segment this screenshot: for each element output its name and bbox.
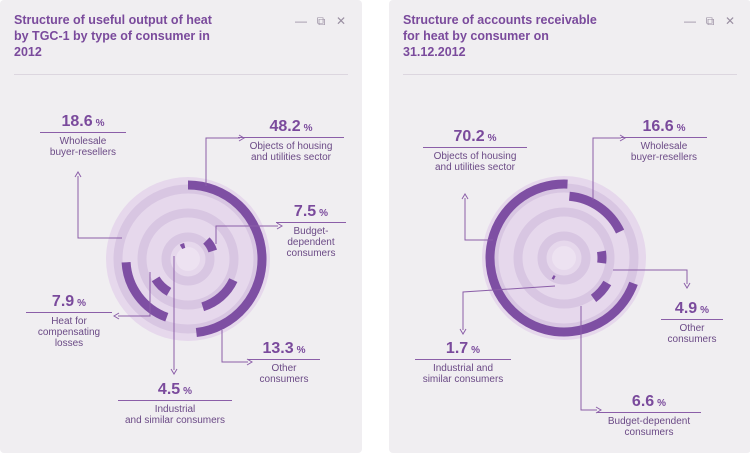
leader-arrow-icon: [74, 171, 82, 178]
leader-line: [462, 285, 556, 330]
data-label-desc: Budget-dependent consumers: [607, 416, 691, 438]
chart-leader-lines: [459, 134, 691, 414]
chart-arc-budget: [203, 237, 218, 253]
chart-arc-housing: [485, 179, 638, 337]
ring-track: [537, 231, 591, 285]
chart-arc-budget: [590, 280, 612, 302]
leader-line: [221, 330, 248, 363]
data-label-desc: Wholesale buyer-resellers: [630, 141, 698, 163]
leader-line: [464, 198, 493, 241]
data-label-housing: 48.2% Objects of housing and utilities s…: [238, 118, 344, 163]
data-label-budget: 7.5% Budget- dependent consumers: [276, 203, 346, 259]
chart-arc-other: [596, 250, 607, 264]
data-label-value: 13.3: [262, 340, 294, 357]
leader-line: [205, 137, 240, 186]
data-label-industrial: 1.7% Industrial and similar consumers: [415, 340, 511, 385]
ring-track: [125, 196, 251, 322]
title-divider: [403, 74, 737, 75]
chart-rings: [482, 176, 646, 340]
ring-track: [149, 220, 227, 298]
leader-arrow-icon: [461, 193, 469, 200]
chart-arc-losses: [151, 276, 172, 296]
data-label-value: 7.9: [51, 293, 75, 310]
chart-panel-output: Structure of useful output of heat by TG…: [0, 0, 362, 453]
data-label-value: 1.7: [445, 340, 469, 357]
minimize-icon[interactable]: —: [295, 14, 307, 28]
data-label-value: 4.9: [674, 300, 698, 317]
data-label-desc: Industrial and similar consumers: [422, 363, 504, 385]
data-label-losses: 7.9% Heat for compensating losses: [26, 293, 112, 349]
data-label-value: 7.5: [293, 203, 317, 220]
chart-arc-industrial: [179, 242, 186, 250]
chart-arc-industrial: [551, 275, 556, 280]
leader-arrow-icon: [246, 358, 253, 366]
chart-arc-wholesale: [121, 261, 169, 322]
data-label-desc: Objects of housing and utilities sector: [249, 141, 333, 163]
data-label-wholesale: 16.6% Wholesale buyer-resellers: [621, 118, 707, 163]
restore-icon[interactable]: ⧉: [705, 14, 715, 28]
data-label-other: 4.9% Other consumers: [661, 300, 723, 345]
chart-arc-housing: [187, 180, 267, 338]
leader-line: [77, 176, 122, 239]
data-label-value: 18.6: [61, 113, 93, 130]
data-label-wholesale: 18.6% Wholesale buyer-resellers: [40, 113, 126, 158]
data-label-desc: Other consumers: [259, 363, 309, 385]
leader-arrow-icon: [238, 134, 245, 142]
ring-track: [137, 208, 239, 310]
leader-arrow-icon: [459, 328, 467, 335]
data-label-housing: 70.2% Objects of housing and utilities s…: [423, 128, 527, 173]
leader-line: [118, 272, 151, 317]
close-icon[interactable]: ✕: [724, 14, 736, 28]
data-label-value: 70.2: [453, 128, 485, 145]
ring-center: [176, 247, 200, 271]
chart-arcs: [485, 179, 638, 337]
restore-icon[interactable]: ⧉: [316, 14, 326, 28]
leader-line: [215, 225, 278, 244]
data-label-value: 48.2: [269, 118, 301, 135]
chart-arcs: [121, 180, 267, 338]
data-label-value: 4.5: [157, 381, 181, 398]
chart-arc-wholesale: [568, 191, 625, 234]
data-label-desc: Heat for compensating losses: [37, 316, 101, 349]
radial-bar-chart: [459, 134, 691, 414]
ring-track: [513, 207, 615, 309]
data-label-desc: Budget- dependent consumers: [286, 226, 336, 259]
close-icon[interactable]: ✕: [335, 14, 347, 28]
chart-leader-lines: [74, 134, 283, 375]
data-label-budget: 6.6% Budget-dependent consumers: [597, 393, 701, 438]
data-label-industrial: 4.5% Industrial and similar consumers: [118, 381, 232, 426]
data-label-value: 16.6: [642, 118, 674, 135]
data-label-other: 13.3% Other consumers: [248, 340, 320, 385]
title-divider: [14, 74, 348, 75]
data-label-desc: Other consumers: [667, 323, 717, 345]
minimize-icon[interactable]: —: [684, 14, 696, 28]
chart-arc-other: [201, 278, 238, 312]
radial-bar-chart: [74, 134, 283, 375]
ring-track: [501, 195, 627, 321]
chart-panel-receivables: Structure of accounts receivable for hea…: [389, 0, 750, 453]
leader-arrow-icon: [276, 222, 283, 230]
leader-arrow-icon: [619, 134, 626, 142]
data-label-desc: Wholesale buyer-resellers: [49, 136, 117, 158]
leader-line: [580, 306, 597, 411]
leader-line: [592, 137, 621, 200]
leader-arrow-icon: [113, 312, 120, 320]
data-label-desc: Industrial and similar consumers: [124, 404, 226, 426]
leader-line: [613, 269, 688, 284]
data-label-value: 6.6: [631, 393, 655, 410]
ring-center: [552, 246, 576, 270]
panel-title: Structure of accounts receivable for hea…: [403, 13, 597, 59]
leader-arrow-icon: [683, 282, 691, 289]
panel-title: Structure of useful output of heat by TG…: [14, 13, 212, 59]
data-label-desc: Objects of housing and utilities sector: [433, 151, 517, 173]
leader-arrow-icon: [170, 368, 178, 375]
ring-track: [161, 232, 215, 286]
